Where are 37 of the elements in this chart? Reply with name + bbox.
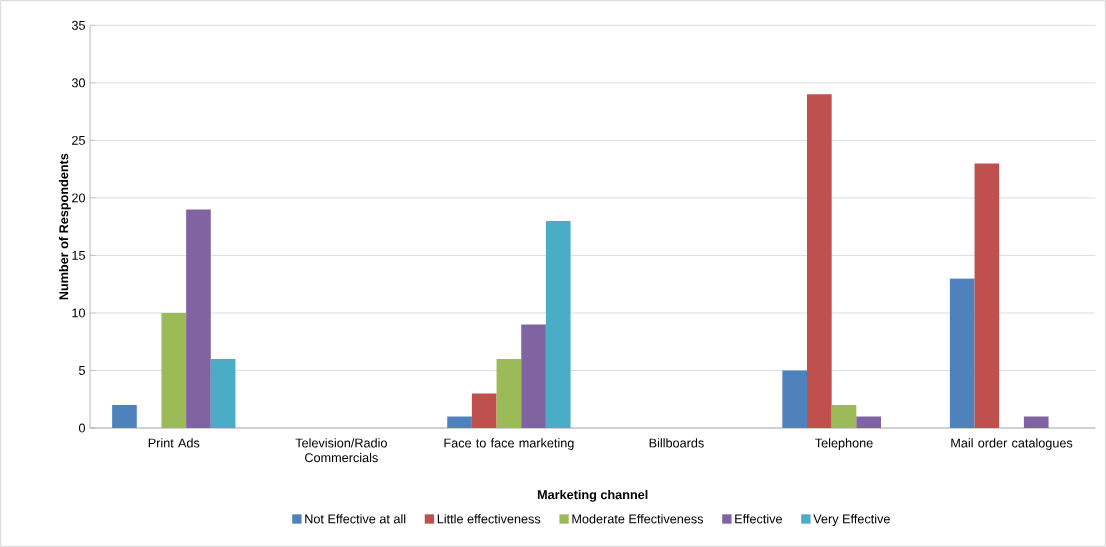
bar [807,94,832,428]
y-tick-label: 30 [71,78,86,88]
legend-label: Little effectiveness [437,514,541,524]
bar [496,358,522,428]
bar [210,358,236,428]
y-tick-label: 15 [72,251,85,260]
x-tick-label: Television/Radio Commercials [295,438,387,463]
bar [1023,416,1049,428]
x-tick-label: Telephone [815,438,873,450]
legend-label: Not Effective at all [305,514,406,524]
x-axis-title: Marketing channel [537,489,648,502]
bar [112,404,137,428]
y-axis-title: Number of Respondents [58,153,71,300]
legend-label: Moderate Effectiveness [572,514,704,524]
y-tick-label: 20 [72,193,86,203]
bar [856,416,881,428]
bar [471,393,497,428]
bar [186,209,211,428]
legend-label: Effective [735,514,782,524]
y-tick-label: 5 [78,366,85,375]
bar [447,416,472,428]
y-tick-label: 25 [72,135,85,145]
x-tick-label: Print Ads [148,438,200,448]
legend-label: Very Effective [813,514,890,526]
y-tick-label: 10 [72,308,86,318]
x-tick-label: Mail order catalogues [951,438,1073,450]
bar [949,278,975,428]
bar [831,404,857,428]
bar [545,220,571,428]
y-tick-label: 35 [71,20,85,30]
x-tick-label: Face to face marketing [444,438,574,450]
bar [974,163,1000,428]
x-tick-label: Billboards [649,438,704,448]
bar [161,312,187,428]
y-tick-label: 0 [78,423,86,433]
bar [782,370,807,428]
bar [521,324,546,428]
